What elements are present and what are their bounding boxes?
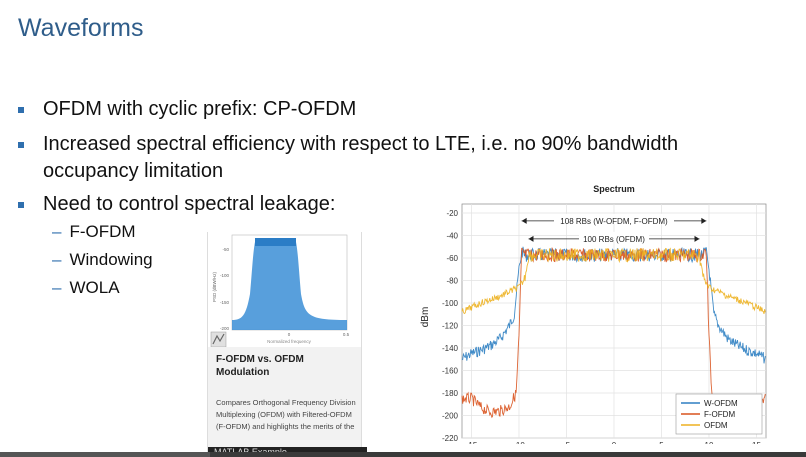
y-tick-label: -140	[442, 344, 459, 353]
annotation-arrowhead-right	[694, 235, 700, 242]
sub-bullet-windowing: – Windowing	[52, 250, 153, 269]
bullet-text: Need to control spectral leakage:	[43, 193, 336, 215]
thumbnail-xtick: 0.5	[343, 332, 350, 337]
bullet-marker	[18, 202, 24, 208]
series-line-ofdm	[461, 247, 766, 315]
y-tick-label: -120	[442, 322, 459, 331]
thumbnail-ytick: -150	[220, 300, 230, 305]
legend-label: W-OFDM	[704, 399, 738, 408]
example-card-title[interactable]: F-OFDM vs. OFDM Modulation	[216, 354, 304, 378]
y-tick-label: -200	[442, 412, 459, 421]
thumbnail-passband	[255, 238, 296, 246]
bullet-text: OFDM with cyclic prefix: CP-OFDM	[43, 98, 357, 120]
thumbnail-xlabel: Normalized frequency	[267, 339, 312, 344]
y-tick-label: -180	[442, 389, 459, 398]
x-tick-label: -15	[466, 441, 478, 444]
y-tick-label: -160	[442, 367, 459, 376]
spectrum-chart: Spectrum dBm -15-10-5051015-20-40-60-80-…	[420, 184, 767, 444]
y-tick-label: -60	[446, 254, 458, 263]
x-tick-label: -10	[513, 441, 525, 444]
example-card-description: Compares Orthogonal Frequency Division M…	[216, 398, 356, 431]
x-tick-label: 5	[659, 441, 664, 444]
sub-bullet-text: WOLA	[69, 278, 120, 297]
bullet-marker	[18, 142, 24, 148]
annotation-arrowhead-left	[521, 217, 527, 224]
chart-axes: -15 -10 -5 0 5 10 15 -20 -40 -60 -80 -100 -120 -140 -1…	[442, 209, 762, 444]
sub-bullet-text: F-OFDM	[69, 222, 136, 241]
y-tick-label: -220	[442, 434, 459, 443]
thumbnail-ylabel: PSD (dBW/Hz)	[212, 272, 217, 303]
y-tick-label: -40	[446, 232, 458, 241]
annotation-label: 108 RBs (W-OFDM, F-OFDM)	[560, 217, 668, 226]
series-line-w-ofdm	[461, 246, 766, 364]
bullet-marker	[18, 107, 24, 113]
bottom-toolbar-progress	[0, 452, 210, 457]
thumbnail-spectrum	[232, 242, 347, 330]
example-thumbnail[interactable]: -50 -100 -150 -200 0 0.5 PSD (dBW/Hz) No…	[208, 232, 361, 347]
bullet-text-continued: occupancy limitation	[43, 160, 224, 182]
annotation-arrowhead-left	[528, 235, 534, 242]
annotation-label: 100 RBs (OFDM)	[583, 235, 645, 244]
bullet-text: Increased spectral efficiency with respe…	[43, 133, 679, 155]
y-axis-label: dBm	[420, 307, 431, 328]
x-tick-label: 0	[612, 441, 617, 444]
annotation-arrowhead-right	[701, 217, 707, 224]
thumbnail-ytick: -200	[220, 326, 230, 331]
y-tick-label: -20	[446, 209, 458, 218]
chart-title: Spectrum	[593, 184, 635, 194]
matlab-logo-icon	[210, 331, 227, 347]
sub-bullet-f-ofdm: – F-OFDM	[52, 222, 136, 241]
x-tick-label: -5	[563, 441, 571, 444]
bottom-toolbar	[0, 452, 806, 457]
thumbnail-ytick: -100	[220, 273, 230, 278]
annotation-label-background	[554, 213, 674, 224]
y-tick-label: -100	[442, 299, 459, 308]
sub-bullet-text: Windowing	[69, 250, 153, 269]
x-tick-label: 15	[752, 441, 761, 444]
chart-annotations: 108 RBs (W-OFDM, F-OFDM) 100 RBs (OFDM)	[521, 213, 707, 244]
thumbnail-ytick: -50	[222, 247, 229, 252]
example-card[interactable]: -50 -100 -150 -200 0 0.5 PSD (dBW/Hz) No…	[207, 232, 367, 457]
annotation-label-background	[579, 231, 649, 242]
slide-title: Waveforms	[18, 14, 144, 42]
sub-bullet-wola: – WOLA	[52, 278, 120, 297]
legend-label: OFDM	[704, 421, 728, 430]
legend-label: F-OFDM	[704, 410, 735, 419]
thumbnail-xtick: 0	[288, 332, 291, 337]
y-tick-label: -80	[446, 277, 458, 286]
x-tick-label: 10	[705, 441, 714, 444]
chart-legend: W-OFDM F-OFDM OFDM	[675, 393, 763, 435]
